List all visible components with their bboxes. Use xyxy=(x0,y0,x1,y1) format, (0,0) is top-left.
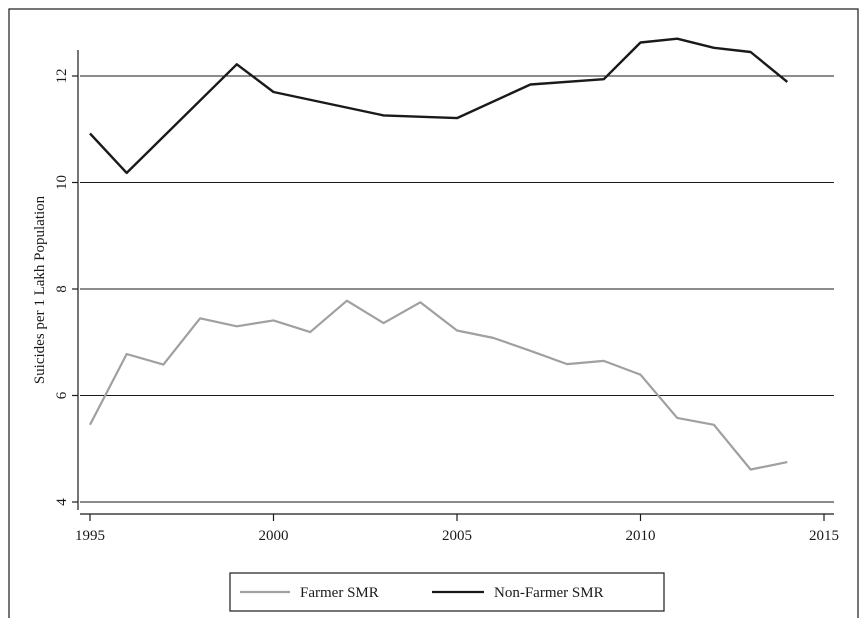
series-line-non-farmer-smr xyxy=(89,37,789,175)
x-tick-label-1995: 1995 xyxy=(75,528,105,544)
legend-box xyxy=(229,572,665,612)
y-axis-title: Suicides per 1 Lakh Population xyxy=(32,195,48,384)
y-tick-label-4: 4 xyxy=(54,498,70,506)
x-axis-ticks: 1995 2000 2005 2010 2015 xyxy=(75,514,839,544)
x-tick-label-2000: 2000 xyxy=(259,528,289,544)
y-tick-label-8: 8 xyxy=(54,285,70,293)
y-tick-label-6: 6 xyxy=(54,391,70,399)
gridlines xyxy=(80,75,834,503)
series-layer xyxy=(89,37,789,471)
x-tick-label-2010: 2010 xyxy=(626,528,656,544)
y-tick-label-12: 12 xyxy=(54,69,70,84)
legend-label-non-farmer-smr: Non-Farmer SMR xyxy=(494,585,604,601)
outer-frame xyxy=(8,8,859,618)
legend-label-farmer-smr: Farmer SMR xyxy=(300,585,379,601)
legend: Farmer SMR Non-Farmer SMR xyxy=(229,572,665,612)
x-tick-label-2005: 2005 xyxy=(442,528,472,544)
x-tick-label-2015: 2015 xyxy=(809,528,839,544)
y-tick-label-10: 10 xyxy=(54,175,70,190)
y-axis-ticks: 4 6 8 10 12 xyxy=(54,69,78,506)
series-line-farmer-smr xyxy=(89,299,788,471)
